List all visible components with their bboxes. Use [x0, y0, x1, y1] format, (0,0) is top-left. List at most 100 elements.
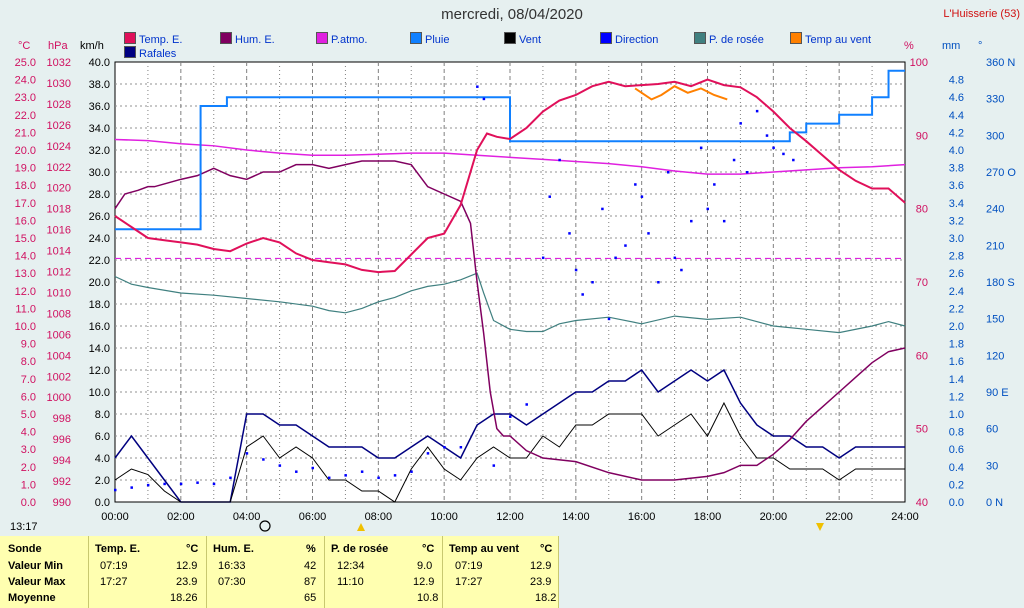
direction-point	[327, 476, 331, 480]
direction-point	[765, 134, 769, 137]
direction-tick-label: 270 O	[986, 167, 1016, 179]
humidity-tick-label: 50	[916, 424, 928, 436]
direction-point	[541, 256, 545, 260]
direction-point	[525, 403, 528, 406]
legend-item: P.atmo.	[316, 32, 368, 46]
wind-tick-label: 0.0	[95, 497, 110, 509]
wind-tick-label: 8.0	[95, 409, 110, 421]
pressure-tick-label: 992	[53, 476, 71, 488]
legend-label: Hum. E.	[235, 34, 275, 46]
series-rafales	[114, 368, 905, 503]
wind-tick-label: 4.0	[95, 453, 110, 465]
direction-tick-label: 180 S	[986, 277, 1015, 289]
direction-point	[568, 232, 571, 235]
wind-tick-label: 40.0	[89, 57, 110, 69]
direction-point	[732, 158, 736, 162]
legend-label: Rafales	[139, 48, 177, 60]
summary-cell: 07:19	[100, 560, 128, 572]
temp-tick-label: 5.0	[21, 409, 36, 421]
x-tick-label: 18:00	[694, 511, 722, 523]
rain-tick-label: 0.4	[949, 462, 964, 474]
legend-label: Direction	[615, 34, 659, 46]
temp-tick-label: 21.0	[15, 127, 36, 139]
legend-item: Direction	[600, 32, 658, 46]
series-p-atmo-	[114, 138, 906, 175]
legend-label: Temp. E.	[139, 34, 183, 46]
legend-item: Rafales	[124, 46, 176, 60]
direction-point	[614, 256, 617, 260]
direction-point	[601, 207, 604, 211]
temp-tick-label: 1.0	[21, 479, 36, 491]
series-temp-e-	[114, 78, 906, 274]
legend-swatch	[316, 32, 328, 44]
direction-point	[699, 146, 703, 150]
summary-cell: 23.9	[176, 576, 198, 588]
direction-point	[146, 483, 150, 487]
temp-tick-label: 20.0	[15, 145, 36, 157]
pressure-tick-label: 1010	[47, 287, 71, 299]
wind-tick-label: 24.0	[89, 233, 110, 245]
summary-cell: 12.9	[413, 576, 435, 588]
summary-cell: 42	[304, 560, 317, 572]
direction-point	[792, 158, 795, 162]
legend-swatch	[790, 32, 802, 44]
rain-tick-label: 0.8	[949, 427, 964, 439]
current-time: 13:17	[10, 521, 38, 533]
rain-tick-label: 2.0	[949, 321, 964, 333]
wind-tick-label: 22.0	[89, 255, 110, 267]
direction-point	[581, 293, 584, 296]
direction-point	[739, 122, 742, 125]
direction-tick-label: 90 E	[986, 387, 1009, 399]
direction-point	[130, 486, 133, 489]
direction-point	[624, 244, 627, 247]
legend-swatch	[504, 32, 516, 44]
x-tick-label: 00:00	[101, 511, 129, 523]
rain-unit: mm	[942, 40, 961, 52]
direction-point	[558, 158, 561, 162]
moon-icon	[259, 520, 271, 532]
direction-point	[311, 466, 314, 470]
direction-unit: °	[978, 40, 983, 52]
summary-cell: 12.9	[530, 560, 552, 572]
direction-point	[657, 281, 660, 284]
temp-tick-label: 10.0	[15, 321, 36, 333]
legend-label: P. de rosée	[709, 34, 764, 46]
direction-tick-label: 240	[986, 204, 1004, 216]
direction-point	[482, 97, 486, 101]
summary-header-temp: Temp. E.	[95, 543, 141, 555]
direction-point	[410, 470, 413, 473]
temp-tick-label: 24.0	[15, 75, 36, 87]
summary-cell: 18.26	[170, 592, 198, 604]
sunset-icon	[816, 523, 824, 531]
legend-label: Pluie	[425, 34, 450, 46]
wind-tick-label: 12.0	[89, 365, 110, 377]
temp-tick-label: 18.0	[15, 180, 36, 192]
rain-tick-label: 1.4	[949, 374, 964, 386]
wind-tick-label: 38.0	[89, 79, 110, 91]
direction-point	[713, 183, 716, 186]
direction-point	[212, 482, 216, 486]
wind-tick-label: 18.0	[89, 299, 110, 311]
direction-point	[755, 109, 759, 113]
direction-point	[179, 482, 183, 486]
legend-swatch	[124, 46, 136, 58]
pressure-tick-label: 1004	[47, 350, 71, 362]
summary-cell: 10.8	[417, 592, 439, 604]
summary-cell: 23.9	[530, 576, 552, 588]
summary-header-windchill: Temp au vent	[449, 543, 520, 555]
direction-tick-label: 0 N	[986, 497, 1003, 509]
direction-point	[680, 268, 683, 272]
rain-tick-label: 4.8	[949, 75, 964, 87]
summary-header-hum: Hum. E.	[213, 543, 254, 555]
legend-item: Vent	[504, 32, 541, 46]
summary-cell: 12:34	[337, 560, 365, 572]
humidity-tick-label: 100	[910, 57, 928, 69]
wind-tick-label: 36.0	[89, 101, 110, 113]
summary-row-label: Valeur Min	[8, 560, 64, 572]
humidity-unit: %	[904, 40, 914, 52]
pressure-tick-label: 1016	[47, 225, 71, 237]
series-p-de-ros-e	[114, 272, 906, 334]
direction-tick-label: 60	[986, 424, 998, 436]
direction-point	[360, 470, 364, 473]
direction-point	[163, 482, 166, 486]
